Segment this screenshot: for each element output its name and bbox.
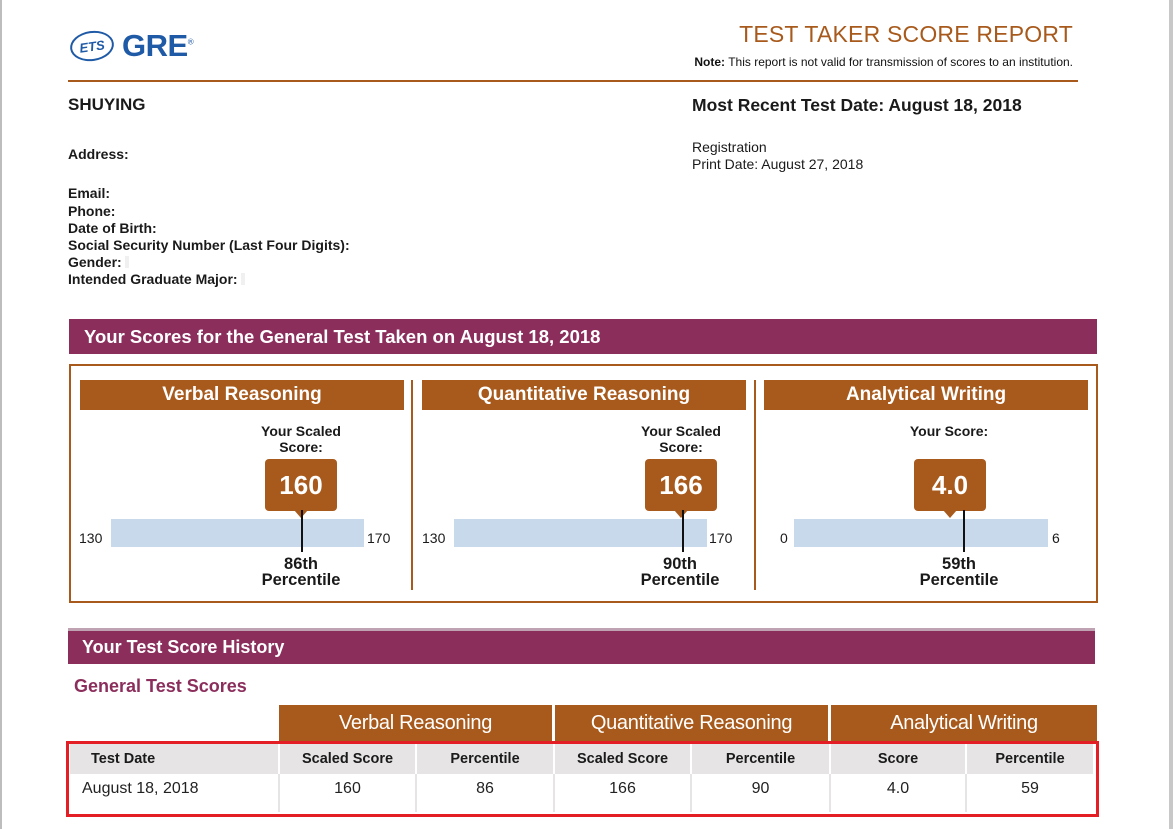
quant-score-pointer: [674, 510, 688, 518]
cell-verbal-percentile: 86: [416, 774, 555, 812]
report-title: TEST TAKER SCORE REPORT: [739, 21, 1073, 47]
ssn-label: Social Security Number (Last Four Digits…: [68, 237, 350, 253]
gender-row: Gender:: [68, 254, 129, 270]
quant-bar-max: 170: [709, 530, 733, 546]
cell-quant-percentile: 90: [691, 774, 831, 812]
phone-label: Phone:: [68, 203, 116, 219]
verbal-bar-max: 170: [367, 530, 391, 546]
column-header-quant-percentile: Percentile: [691, 744, 831, 774]
scores-banner: Your Scores for the General Test Taken o…: [69, 319, 1097, 354]
quant-percentile-word: Percentile: [640, 571, 720, 589]
ets-logo-icon: ETS: [68, 28, 116, 64]
verbal-scaled-label: Your Scaled Score:: [261, 423, 341, 455]
verbal-score-card: Verbal Reasoning Your Scaled Score: 160 …: [71, 366, 411, 601]
major-row: Intended Graduate Major:: [68, 271, 245, 287]
cell-writing-percentile: 59: [1021, 780, 1039, 797]
verbal-score-value: 160: [265, 459, 337, 511]
redacted-value: [124, 256, 129, 268]
cell-quant-scaled: 166: [554, 774, 692, 812]
table-header-row: Test Date Scaled Score Percentile Scaled…: [70, 744, 1093, 774]
general-test-scores-title: General Test Scores: [74, 676, 247, 696]
verbal-percentile-value: 86th: [284, 555, 318, 573]
candidate-name: SHUYING: [68, 95, 146, 114]
quant-score-bar: [454, 519, 707, 547]
quant-score-value: 166: [645, 459, 717, 511]
dob-label: Date of Birth:: [68, 220, 157, 236]
writing-score-label: Your Score:: [909, 423, 989, 439]
writing-percentile-value: 59th: [942, 555, 976, 573]
most-recent-test-date: Most Recent Test Date: August 18, 2018: [692, 95, 1022, 115]
registration-block: Registration Print Date: August 27, 2018: [692, 139, 863, 173]
quant-card-title: Quantitative Reasoning: [422, 380, 746, 410]
writing-score-marker: [963, 510, 966, 552]
quant-scaled-label: Your Scaled Score:: [641, 423, 721, 455]
quant-score-card: Quantitative Reasoning Your Scaled Score…: [413, 366, 753, 601]
writing-card-title: Analytical Writing: [764, 380, 1088, 410]
page-frame-right: [1169, 0, 1173, 829]
verbal-percentile: 86th Percentile: [231, 555, 371, 589]
header-divider: [68, 80, 1078, 82]
email-label: Email:: [68, 185, 111, 201]
writing-score-pointer: [943, 510, 957, 518]
writing-score-bar: [794, 519, 1048, 547]
registration-label: Registration: [692, 139, 767, 155]
writing-bar-max: 6: [1052, 530, 1060, 546]
panel-divider: [411, 380, 413, 590]
cell-verbal-scaled: 160: [279, 774, 417, 812]
verbal-score-marker: [300, 510, 303, 552]
column-header-test-date: Test Date: [70, 744, 280, 774]
page-frame-left: [0, 0, 2, 829]
score-history-banner: Your Test Score History: [68, 628, 1095, 664]
gender-label: Gender:: [68, 254, 122, 270]
column-header-verbal-scaled: Scaled Score: [279, 744, 417, 774]
verbal-bar-min: 130: [79, 530, 103, 546]
table-row: August 18, 2018 160 86 166 90 4.0 59: [70, 774, 1093, 812]
report-note-label: Note:: [694, 55, 726, 69]
writing-score-value: 4.0: [914, 459, 986, 511]
print-date: Print Date: August 27, 2018: [692, 156, 864, 172]
column-header-writing-score: Score: [830, 744, 967, 774]
score-history-table: Test Date Scaled Score Percentile Scaled…: [70, 744, 1093, 812]
scores-panel: Verbal Reasoning Your Scaled Score: 160 …: [69, 364, 1098, 603]
report-note-text: This report is not valid for transmissio…: [728, 55, 1073, 69]
verbal-percentile-word: Percentile: [261, 571, 341, 589]
history-group-verbal: Verbal Reasoning: [279, 705, 552, 741]
gre-wordmark-text: GRE: [122, 28, 188, 63]
history-group-quant: Quantitative Reasoning: [555, 705, 828, 741]
report-note: Note: This report is not valid for trans…: [694, 55, 1073, 69]
quant-percentile: 90th Percentile: [610, 555, 750, 589]
writing-percentile-word: Percentile: [919, 571, 999, 589]
cell-test-date: August 18, 2018: [70, 774, 280, 812]
column-header-quant-scaled: Scaled Score: [554, 744, 692, 774]
writing-score-card: Analytical Writing Your Score: 4.0 0 6 5…: [756, 366, 1096, 601]
registered-mark: ®: [187, 37, 194, 47]
column-header-verbal-percentile: Percentile: [416, 744, 555, 774]
writing-percentile: 59th Percentile: [889, 555, 1029, 589]
quant-bar-min: 130: [422, 530, 446, 546]
quant-percentile-value: 90th: [663, 555, 697, 573]
quant-score-marker: [681, 510, 684, 552]
address-label: Address:: [68, 146, 129, 162]
verbal-card-title: Verbal Reasoning: [80, 380, 404, 410]
redacted-value: [240, 273, 245, 285]
column-header-writing-percentile: Percentile: [966, 744, 1093, 774]
gre-wordmark: GRE®: [122, 28, 194, 64]
writing-bar-min: 0: [780, 530, 788, 546]
panel-divider: [754, 380, 756, 590]
cell-writing-score: 4.0: [830, 774, 967, 812]
history-group-writing: Analytical Writing: [831, 705, 1097, 741]
major-label: Intended Graduate Major:: [68, 271, 238, 287]
verbal-score-bar: [111, 519, 364, 547]
ets-gre-logo: ETS GRE®: [68, 28, 194, 64]
highlight-box: [66, 741, 1099, 817]
